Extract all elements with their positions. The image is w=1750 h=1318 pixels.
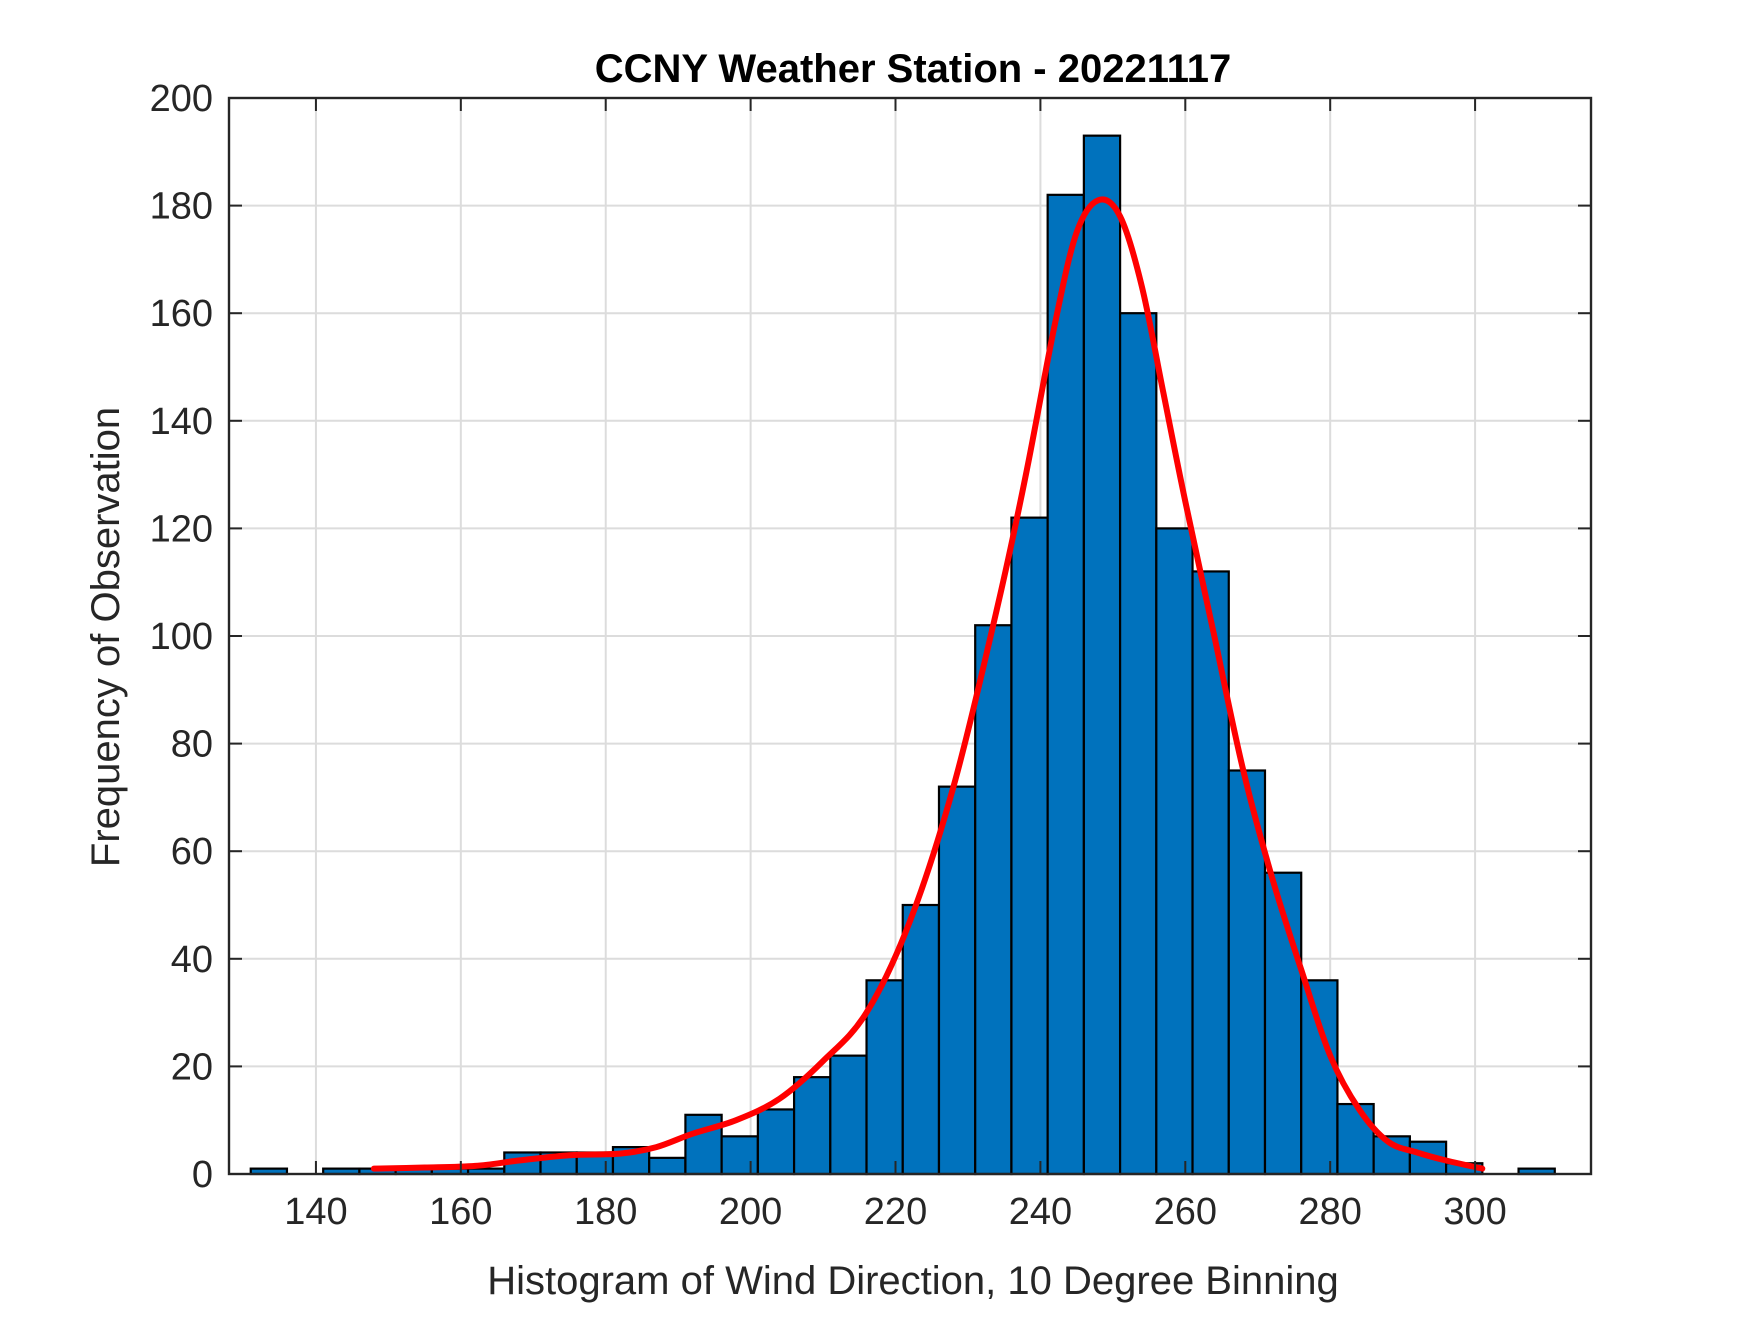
histogram-bar bbox=[756, 1108, 796, 1176]
y-tick-label: 200 bbox=[150, 78, 213, 120]
x-tick-label: 300 bbox=[1443, 1191, 1506, 1233]
histogram-bar bbox=[648, 1156, 687, 1176]
x-tick-label: 160 bbox=[429, 1191, 492, 1233]
histogram-bar bbox=[1300, 979, 1339, 1176]
histogram-bar bbox=[1336, 1102, 1375, 1176]
y-axis-label: Frequency of Observation bbox=[84, 407, 128, 867]
chart-title: CCNY Weather Station - 20221117 bbox=[595, 47, 1232, 91]
ticks-layer: 140 160 180 200 220 240 260 280 300 0 20 40 60 80 100 1… bbox=[150, 78, 1591, 1233]
x-tick-label: 220 bbox=[864, 1191, 927, 1233]
x-tick-label: 180 bbox=[574, 1191, 637, 1233]
histogram-bar bbox=[829, 1054, 868, 1176]
x-axis-label: Histogram of Wind Direction, 10 Degree B… bbox=[487, 1259, 1339, 1303]
x-tick-label: 200 bbox=[719, 1191, 782, 1233]
y-tick-label: 80 bbox=[171, 724, 213, 766]
histogram-bar bbox=[974, 624, 1013, 1176]
x-tick-label: 260 bbox=[1154, 1191, 1217, 1233]
y-tick-label: 0 bbox=[192, 1154, 213, 1196]
histogram-bar bbox=[901, 903, 941, 1176]
y-tick-label: 140 bbox=[150, 401, 213, 443]
histogram-bar bbox=[792, 1076, 832, 1176]
y-tick-label: 160 bbox=[150, 293, 213, 335]
y-tick-label: 40 bbox=[171, 939, 213, 981]
density-fit-line bbox=[370, 196, 1486, 1172]
x-tick-label: 140 bbox=[284, 1191, 347, 1233]
histogram-bar bbox=[1191, 570, 1230, 1176]
histogram-bar bbox=[937, 785, 977, 1176]
histogram-bar bbox=[1155, 527, 1194, 1176]
x-tick-label: 280 bbox=[1298, 1191, 1361, 1233]
y-tick-label: 120 bbox=[150, 508, 213, 550]
y-tick-label: 100 bbox=[150, 616, 213, 658]
y-tick-label: 180 bbox=[150, 186, 213, 228]
bars-layer bbox=[249, 134, 1556, 1176]
y-tick-label: 60 bbox=[171, 831, 213, 873]
curve-layer bbox=[370, 196, 1486, 1172]
x-tick-label: 240 bbox=[1009, 1191, 1072, 1233]
histogram-bar bbox=[720, 1135, 759, 1176]
y-tick-label: 20 bbox=[171, 1046, 213, 1088]
histogram-bar bbox=[1118, 312, 1158, 1176]
histogram-bar bbox=[1010, 516, 1049, 1176]
histogram-bar bbox=[1082, 134, 1122, 1176]
